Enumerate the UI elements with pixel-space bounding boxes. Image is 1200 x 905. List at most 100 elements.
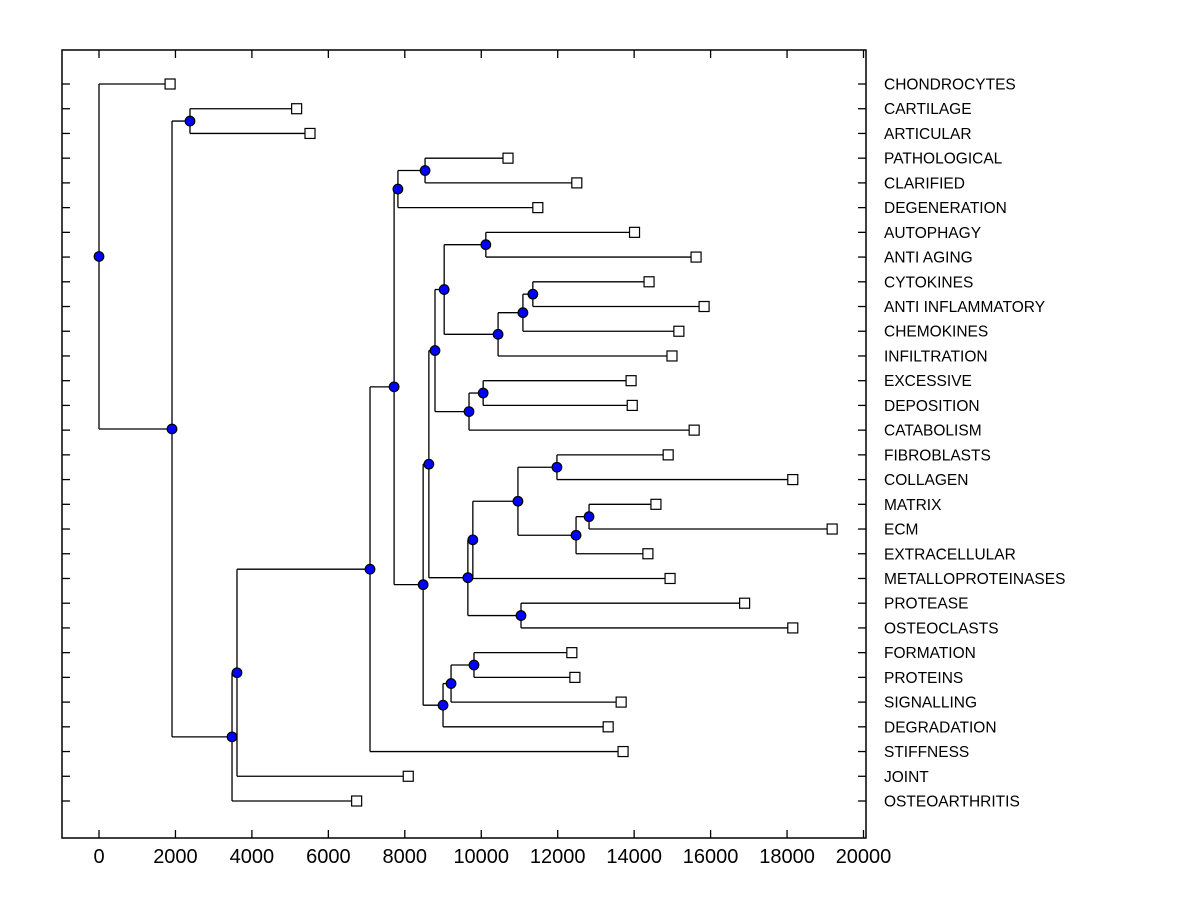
leaf-marker: [643, 276, 655, 288]
leaf-marker: [690, 251, 702, 263]
internal-node-marker: [480, 239, 492, 251]
leaf-marker: [628, 226, 641, 238]
leaf-label: FORMATION: [884, 645, 976, 662]
leaf-marker: [617, 745, 629, 758]
leaf-marker: [698, 300, 710, 313]
leaf-label: AUTOPHAGY: [884, 225, 981, 242]
internal-node-marker: [364, 563, 376, 575]
plot-box: [61, 49, 867, 839]
leaf-label: EXCESSIVE: [884, 373, 972, 390]
leaf-marker: [602, 721, 614, 733]
leaf-marker: [626, 399, 638, 412]
leaf-label: CARTILAGE: [884, 101, 972, 118]
x-axis-tick-label: 10000: [453, 846, 509, 868]
leaf-marker: [787, 473, 799, 486]
leaf-marker: [291, 103, 303, 115]
leaf-marker: [402, 770, 414, 782]
leaf-marker: [787, 622, 799, 634]
leaf-label: EXTRACELLULAR: [884, 546, 1016, 563]
internal-node-marker: [462, 572, 474, 584]
x-axis-tick-label: 14000: [606, 846, 662, 868]
leaf-label: CATABOLISM: [884, 423, 982, 440]
leaf-marker: [566, 647, 578, 659]
leaf-label: CHONDROCYTES: [884, 77, 1016, 94]
internal-node-marker: [423, 458, 435, 470]
leaf-label: PROTEASE: [884, 596, 968, 613]
leaf-label: PROTEINS: [884, 670, 963, 687]
leaf-marker: [642, 548, 654, 560]
leaf-label: OSTEOARTHRITIS: [884, 793, 1020, 810]
leaf-marker: [662, 449, 674, 461]
internal-node-marker: [417, 579, 429, 591]
internal-node-marker: [445, 678, 457, 689]
internal-node-marker: [166, 423, 178, 435]
internal-node-marker: [527, 288, 539, 300]
leaf-marker: [650, 498, 662, 510]
x-axis-tick-label: 2000: [153, 846, 198, 868]
leaf-label: MATRIX: [884, 497, 942, 514]
leaf-label: CYTOKINES: [884, 274, 973, 291]
x-axis-tick-label: 18000: [759, 846, 815, 868]
x-axis-tick-label: 6000: [306, 846, 351, 868]
leaf-label: ARTICULAR: [884, 126, 972, 143]
leaf-marker: [666, 350, 678, 362]
leaf-marker: [739, 597, 751, 609]
internal-node-marker: [463, 406, 475, 417]
leaf-marker: [502, 152, 514, 164]
leaf-label: INFILTRATION: [884, 348, 988, 365]
internal-node-marker: [419, 165, 431, 176]
x-axis-tick-label: 0: [93, 846, 104, 868]
leaf-label: ANTI INFLAMMATORY: [884, 299, 1045, 316]
leaf-label: METALLOPROTEINASES: [884, 571, 1065, 588]
internal-node-marker: [467, 534, 479, 546]
internal-node-marker: [570, 529, 582, 541]
internal-node-marker: [93, 251, 105, 262]
leaf-label: JOINT: [884, 769, 929, 786]
leaf-marker: [351, 795, 363, 807]
internal-node-marker: [231, 667, 243, 679]
internal-node-marker: [512, 495, 524, 507]
leaf-marker: [615, 696, 627, 708]
internal-node-marker: [492, 328, 504, 340]
internal-node-marker: [517, 307, 529, 319]
internal-node-marker: [551, 461, 563, 473]
leaf-marker: [673, 325, 685, 337]
x-axis-tick-label: 16000: [683, 846, 739, 868]
leaf-label: CHEMOKINES: [884, 324, 988, 341]
leaf-label: DEGENERATION: [884, 200, 1007, 217]
leaf-marker: [164, 78, 176, 90]
internal-node-marker: [388, 381, 400, 393]
leaf-label: SIGNALLING: [884, 695, 977, 712]
leaf-marker: [664, 572, 676, 585]
internal-node-marker: [392, 183, 404, 195]
leaf-marker: [688, 424, 700, 436]
leaf-label: COLLAGEN: [884, 472, 968, 489]
internal-node-marker: [515, 610, 527, 621]
leaf-label: OSTEOCLASTS: [884, 620, 999, 637]
internal-node-marker: [429, 345, 441, 356]
internal-node-marker: [468, 659, 480, 671]
internal-node-marker: [226, 731, 238, 743]
leaf-label: ANTI AGING: [884, 250, 973, 267]
x-axis-tick-label: 20000: [836, 846, 892, 868]
internal-node-marker: [184, 115, 196, 127]
internal-node-marker: [437, 699, 449, 711]
leaf-label: ECM: [884, 522, 918, 539]
x-axis-tick-label: 12000: [530, 846, 586, 868]
leaf-label: DEPOSITION: [884, 398, 980, 415]
leaf-label: STIFFNESS: [884, 744, 969, 761]
internal-node-marker: [583, 511, 595, 523]
leaf-marker: [532, 202, 544, 214]
x-axis-tick-label: 4000: [230, 846, 275, 868]
leaf-label: FIBROBLASTS: [884, 447, 991, 464]
leaf-marker: [826, 523, 838, 535]
leaf-marker: [304, 127, 316, 140]
internal-node-marker: [477, 387, 489, 399]
leaf-label: PATHOLOGICAL: [884, 151, 1003, 168]
internal-node-marker: [438, 284, 450, 295]
leaf-label: CLARIFIED: [884, 175, 965, 192]
leaf-marker: [625, 375, 637, 387]
x-axis-tick-label: 8000: [383, 846, 428, 868]
